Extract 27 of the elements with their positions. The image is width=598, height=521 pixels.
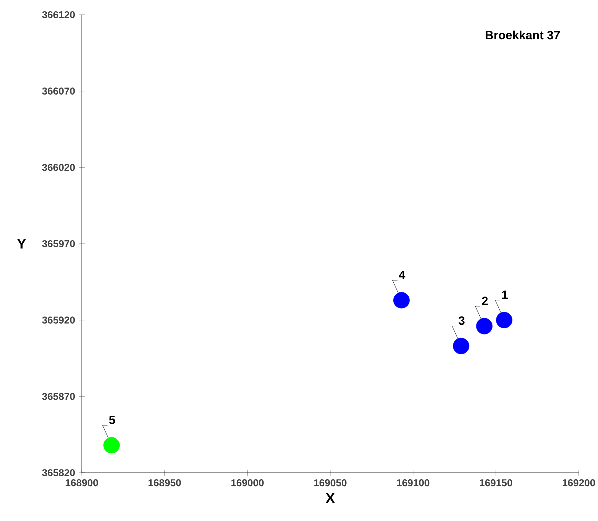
x-tick-label: 169100 [397, 480, 430, 487]
y-tick-label: 365970 [42, 240, 76, 248]
y-tick-label: 366120 [42, 11, 76, 19]
point [453, 338, 470, 354]
x-tick-label: 169000 [232, 480, 264, 487]
point [496, 312, 513, 329]
text: Broekkant 37 [486, 30, 560, 40]
y-tick-label: 365870 [42, 393, 76, 400]
x-tick-label: 168900 [66, 480, 98, 487]
annotation: 4 [399, 271, 406, 280]
x-tick-label: 169150 [480, 480, 512, 487]
x-tick-label: 168950 [148, 480, 182, 487]
point [394, 292, 410, 309]
y-tick-label: 366070 [42, 88, 76, 95]
annotation: 1 [502, 290, 508, 300]
y-tick-label: 366020 [42, 164, 76, 172]
point [476, 318, 493, 335]
x-tick-label: 169200 [562, 480, 596, 487]
point [104, 437, 120, 454]
annotation: 5 [109, 416, 116, 424]
x-tick-label: 169050 [314, 480, 347, 487]
x-axis-title: X [326, 493, 336, 504]
y-tick-label: 365820 [42, 469, 76, 477]
annotation: 2 [482, 296, 488, 306]
y-axis-title: Y [17, 239, 26, 249]
annotation: 3 [458, 316, 465, 326]
y-tick-label: 365920 [42, 316, 76, 324]
